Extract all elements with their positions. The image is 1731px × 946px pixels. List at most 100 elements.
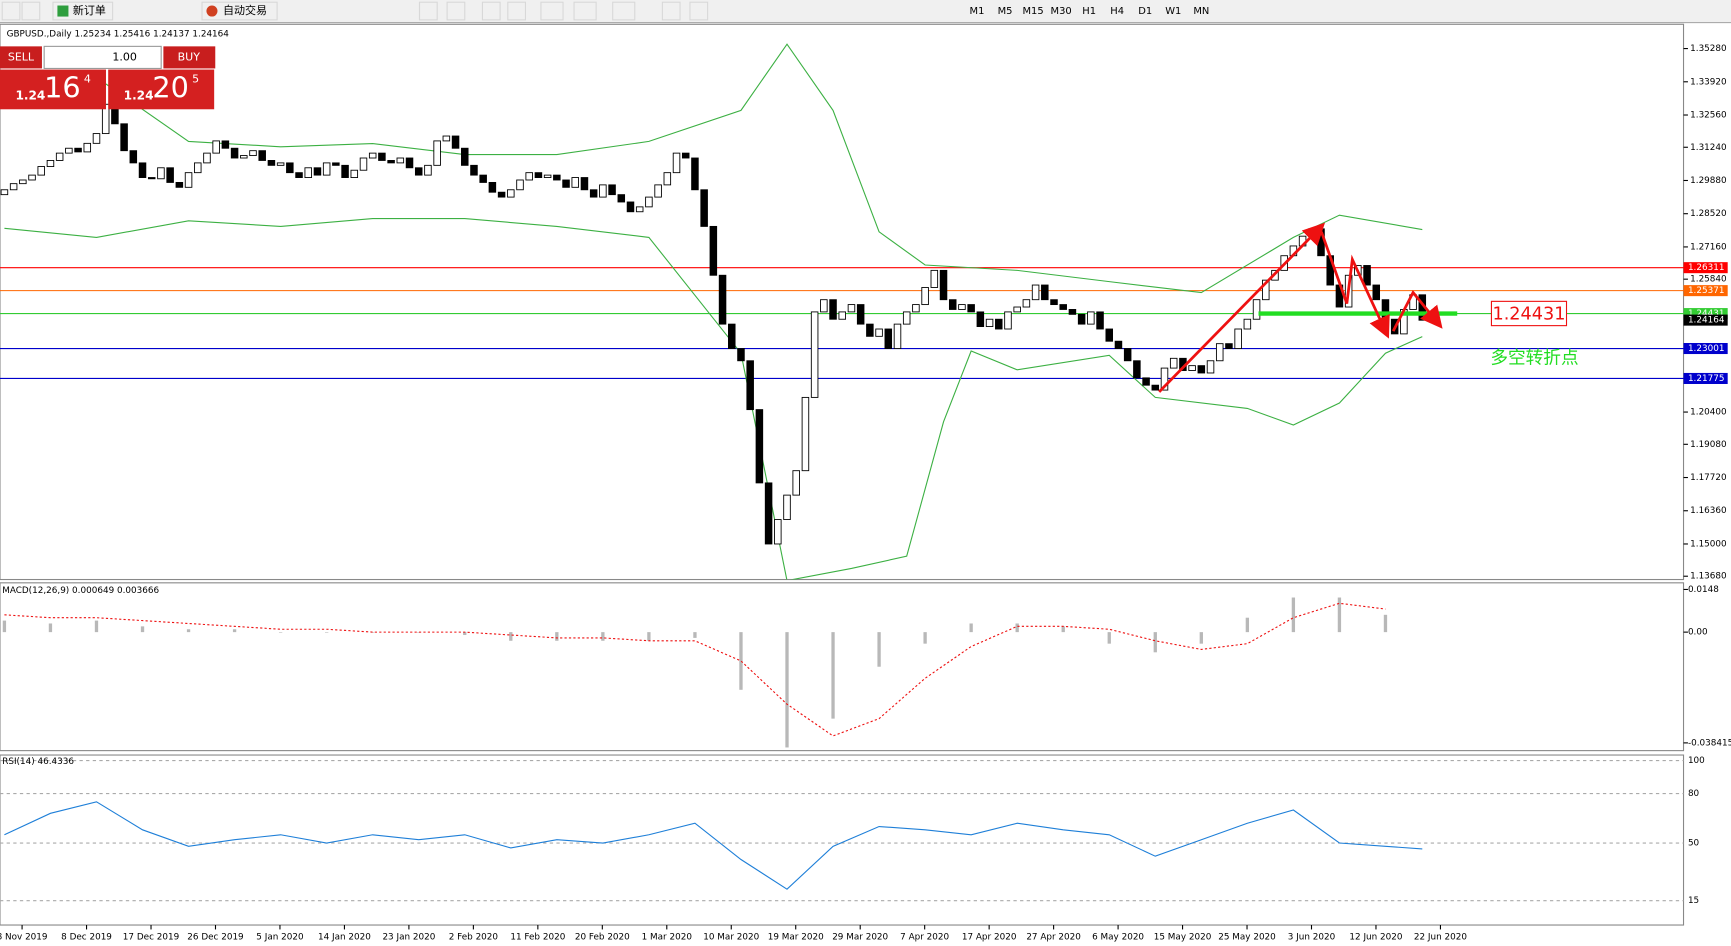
candle xyxy=(930,269,939,288)
timeframe-button[interactable]: H4 xyxy=(1110,6,1124,17)
macd-bar xyxy=(509,632,513,641)
time-label: 2 Feb 2020 xyxy=(449,933,499,943)
candle xyxy=(856,304,865,325)
level-tag-label: 1.24431 xyxy=(1688,309,1725,319)
time-label: 17 Apr 2020 xyxy=(962,933,1017,943)
candle xyxy=(691,157,699,191)
timeframe-button[interactable]: W1 xyxy=(1165,6,1181,17)
price-button[interactable] xyxy=(0,69,106,110)
time-label: 7 Apr 2020 xyxy=(900,933,949,943)
macd-bar xyxy=(2,620,7,633)
candle xyxy=(1022,299,1031,308)
candle xyxy=(203,152,211,164)
candle xyxy=(0,189,9,196)
timeframe-button[interactable]: MN xyxy=(1193,6,1209,17)
candle xyxy=(19,179,27,185)
toolbar-button[interactable] xyxy=(612,1,636,21)
timeframe-button[interactable]: M15 xyxy=(1022,6,1043,17)
candle xyxy=(921,287,929,306)
toolbar-button[interactable] xyxy=(573,1,597,21)
buy-button[interactable] xyxy=(163,46,216,69)
toolbar-button[interactable] xyxy=(418,1,438,21)
level-tag xyxy=(1683,308,1728,320)
toolbar-button[interactable] xyxy=(446,1,466,21)
toolbar-button[interactable] xyxy=(661,1,681,21)
time-label: 20 Feb 2020 xyxy=(575,933,630,943)
rsi-tick-label: 15 xyxy=(1688,896,1699,906)
candle xyxy=(553,174,561,181)
candle xyxy=(1142,377,1150,386)
toolbar-button[interactable] xyxy=(21,1,41,21)
candle xyxy=(847,304,856,313)
candle xyxy=(645,196,653,208)
candle xyxy=(516,179,524,191)
price-tick-label: 1.13680 xyxy=(1690,572,1727,582)
timeframe-button[interactable]: H1 xyxy=(1082,6,1096,17)
macd-bar xyxy=(1061,626,1065,633)
candle xyxy=(74,147,82,153)
candle xyxy=(240,155,248,159)
candle xyxy=(866,323,874,337)
candle xyxy=(46,160,55,167)
price-tick-label: 1.35280 xyxy=(1690,44,1727,54)
macd-bar xyxy=(739,632,743,690)
rsi-line xyxy=(4,801,1423,890)
time-label: 29 Mar 2020 xyxy=(832,933,888,943)
candle xyxy=(276,162,285,166)
time-label: 8 Nov 2019 xyxy=(0,933,48,943)
candle xyxy=(1206,360,1215,374)
candle xyxy=(304,167,312,178)
macd-bar xyxy=(923,632,927,644)
candle xyxy=(1243,318,1252,330)
time-label: 25 May 2020 xyxy=(1218,933,1276,943)
macd-bar xyxy=(877,632,881,667)
candle xyxy=(1133,360,1141,379)
time-label: 3 Jun 2020 xyxy=(1288,933,1336,943)
candle xyxy=(83,142,92,153)
toolbar-button[interactable] xyxy=(1,1,21,21)
macd-bar xyxy=(371,632,375,633)
macd-bar xyxy=(555,632,559,641)
price-tick-label: 1.29880 xyxy=(1690,176,1727,186)
lot-input[interactable] xyxy=(43,45,162,69)
toolbar-button[interactable] xyxy=(507,1,527,21)
macd-plot xyxy=(2,597,1388,748)
toolbar-button[interactable] xyxy=(540,1,564,21)
time-label: 8 Dec 2019 xyxy=(61,933,112,943)
new-order-button[interactable]: 新订单 xyxy=(73,3,106,17)
candle xyxy=(562,179,570,188)
candle xyxy=(378,152,386,161)
candle xyxy=(1068,309,1077,315)
candle xyxy=(884,328,893,349)
timeframe-button[interactable]: M1 xyxy=(970,6,985,17)
price-main: 16 xyxy=(44,70,81,104)
sell-label[interactable]: SELL xyxy=(8,50,35,63)
level-tag-label: 1.26311 xyxy=(1688,263,1725,273)
price-button[interactable] xyxy=(108,69,215,110)
sell-button[interactable] xyxy=(0,46,42,69)
toolbar-button[interactable] xyxy=(689,1,709,21)
icon xyxy=(206,5,218,17)
toolbar-button[interactable] xyxy=(201,1,278,21)
timeframe-button[interactable]: D1 xyxy=(1138,6,1152,17)
timeframe-button[interactable]: M5 xyxy=(998,6,1013,17)
auto-trading-button[interactable]: 自动交易 xyxy=(223,3,267,17)
candle xyxy=(571,177,580,188)
time-label: 11 Feb 2020 xyxy=(510,933,565,943)
macd-bar xyxy=(325,632,329,633)
candle xyxy=(1169,357,1178,369)
macd-bar xyxy=(969,623,973,633)
time-label: 5 Jan 2020 xyxy=(256,933,304,943)
timeframe-button[interactable]: M30 xyxy=(1051,6,1072,17)
candle xyxy=(1234,328,1242,349)
rsi-label: RSI(14) 46.4336 xyxy=(2,757,74,767)
candle xyxy=(1031,284,1040,301)
macd-bar xyxy=(186,629,191,633)
time-label: 6 May 2020 xyxy=(1092,933,1144,943)
time-label: 1 Mar 2020 xyxy=(642,933,693,943)
candle xyxy=(995,318,1003,330)
buy-label[interactable]: BUY xyxy=(178,50,201,63)
toolbar-button[interactable] xyxy=(481,1,501,21)
candle xyxy=(774,519,782,545)
candle xyxy=(608,184,616,196)
